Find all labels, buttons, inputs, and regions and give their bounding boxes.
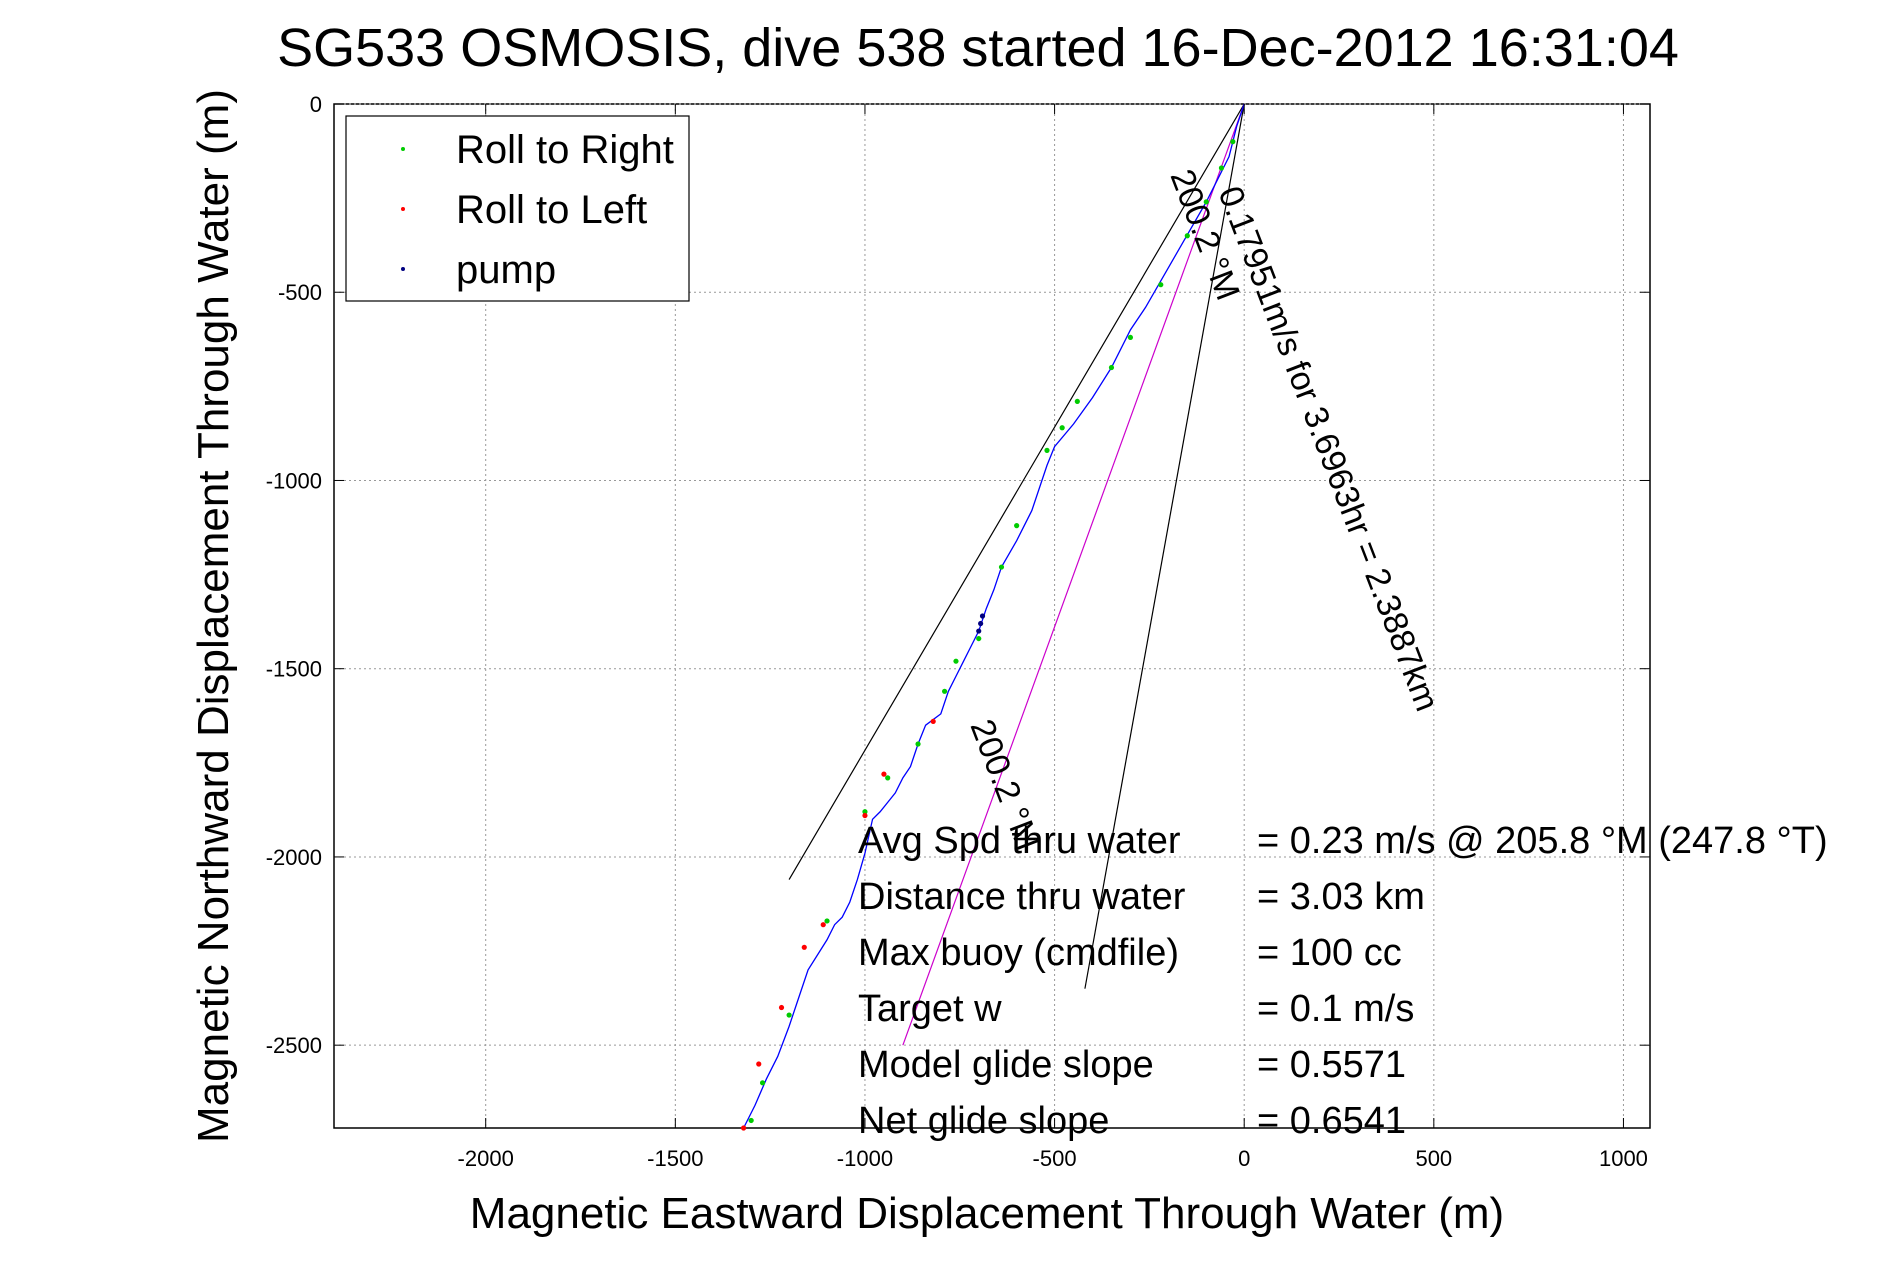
stats-value: = 0.6541 xyxy=(1257,1100,1406,1142)
legend-label: Roll to Left xyxy=(456,188,647,232)
roll-right-marker xyxy=(1203,199,1209,205)
roll-right-marker xyxy=(759,1080,766,1086)
x-tick-label: -2000 xyxy=(458,1146,514,1171)
roll-left-marker xyxy=(820,922,826,928)
y-tick-label: -2500 xyxy=(266,1033,322,1058)
y-tick-label: -500 xyxy=(278,280,322,305)
roll-left-marker xyxy=(930,718,936,725)
roll-left-marker xyxy=(756,1061,762,1067)
roll-left-marker xyxy=(881,771,887,777)
stats-label: Avg Spd thru water xyxy=(858,820,1181,862)
reference-line xyxy=(788,103,1245,880)
legend-marker xyxy=(401,267,405,271)
y-axis-label: Magnetic Northward Displacement Through … xyxy=(189,89,238,1143)
y-tick-label: 0 xyxy=(310,92,322,117)
pump-marker xyxy=(979,613,986,619)
x-tick-label: 0 xyxy=(1238,1146,1250,1171)
roll-left-marker xyxy=(862,812,868,819)
roll-right-marker xyxy=(941,688,948,694)
stats-label: Distance thru water xyxy=(858,876,1186,918)
roll-right-marker xyxy=(915,741,921,747)
x-axis-label: Magnetic Eastward Displacement Through W… xyxy=(470,1189,1504,1238)
roll-left-marker xyxy=(801,944,807,950)
stats-label: Model glide slope xyxy=(858,1044,1154,1086)
roll-right-marker xyxy=(976,635,982,642)
roll-right-marker xyxy=(1230,139,1236,145)
y-tick-label: -1000 xyxy=(266,468,322,493)
pump-marker xyxy=(978,620,984,627)
stats-label: Net glide slope xyxy=(858,1100,1109,1142)
marker-points xyxy=(740,139,1236,1131)
stats-value: = 0.5571 xyxy=(1257,1044,1406,1086)
roll-right-marker xyxy=(824,918,830,924)
pump-marker xyxy=(976,628,982,634)
stats-value: = 0.23 m/s @ 205.8 °M (247.8 °T) xyxy=(1257,820,1828,862)
reference-line xyxy=(902,103,1245,1046)
x-tick-label: -500 xyxy=(1033,1146,1077,1171)
roll-right-marker xyxy=(1184,233,1190,239)
roll-right-marker xyxy=(1218,165,1225,171)
roll-right-marker xyxy=(998,564,1005,570)
stats-value: = 0.1 m/s xyxy=(1257,988,1414,1030)
x-tick-label: -1000 xyxy=(837,1146,893,1171)
x-tick-label: -1500 xyxy=(647,1146,703,1171)
roll-right-marker xyxy=(1127,334,1134,341)
roll-right-marker xyxy=(1014,523,1020,529)
y-tick-label: -2000 xyxy=(266,845,322,870)
reference-line xyxy=(1084,103,1245,989)
track-series xyxy=(743,103,1245,1129)
stats-value: = 3.03 km xyxy=(1257,876,1425,918)
roll-right-marker xyxy=(1074,398,1080,405)
y-tick-label: -1500 xyxy=(266,657,322,682)
stats-label: Target w xyxy=(858,988,1002,1030)
legend-label: Roll to Right xyxy=(456,128,674,172)
roll-right-marker xyxy=(885,775,891,781)
roll-right-marker xyxy=(1059,425,1065,431)
stats-block: Avg Spd thru water = 0.23 m/s @ 205.8 °M … xyxy=(858,820,1828,1142)
roll-right-marker xyxy=(862,809,868,815)
roll-right-marker xyxy=(1108,364,1115,371)
roll-right-marker xyxy=(748,1117,754,1124)
legend: Roll to Right Roll to Left pump xyxy=(345,115,690,302)
y-axis-ticks: 0 -500 -1000 -1500 -2000 -2500 xyxy=(266,92,1650,1058)
x-tick-label: 1000 xyxy=(1599,1146,1648,1171)
roll-right-marker xyxy=(1044,447,1050,453)
roll-left-marker xyxy=(778,1004,785,1011)
roll-right-marker xyxy=(1158,282,1164,288)
x-axis-ticks: -2000 -1500 -1000 -500 0 500 1000 xyxy=(458,104,1648,1171)
legend-marker xyxy=(401,207,405,211)
track-line xyxy=(743,103,1245,1129)
stats-value: = 100 cc xyxy=(1257,932,1402,974)
roll-right-marker xyxy=(786,1012,792,1018)
roll-left-marker xyxy=(740,1125,747,1131)
reference-lines xyxy=(788,103,1245,1046)
legend-label: pump xyxy=(456,248,556,292)
chart-title: SG533 OSMOSIS, dive 538 started 16-Dec-2… xyxy=(277,18,1679,78)
legend-marker xyxy=(401,147,405,151)
x-tick-label: 500 xyxy=(1415,1146,1452,1171)
stats-label: Max buoy (cmdfile) xyxy=(858,932,1179,974)
roll-right-marker xyxy=(953,658,959,664)
